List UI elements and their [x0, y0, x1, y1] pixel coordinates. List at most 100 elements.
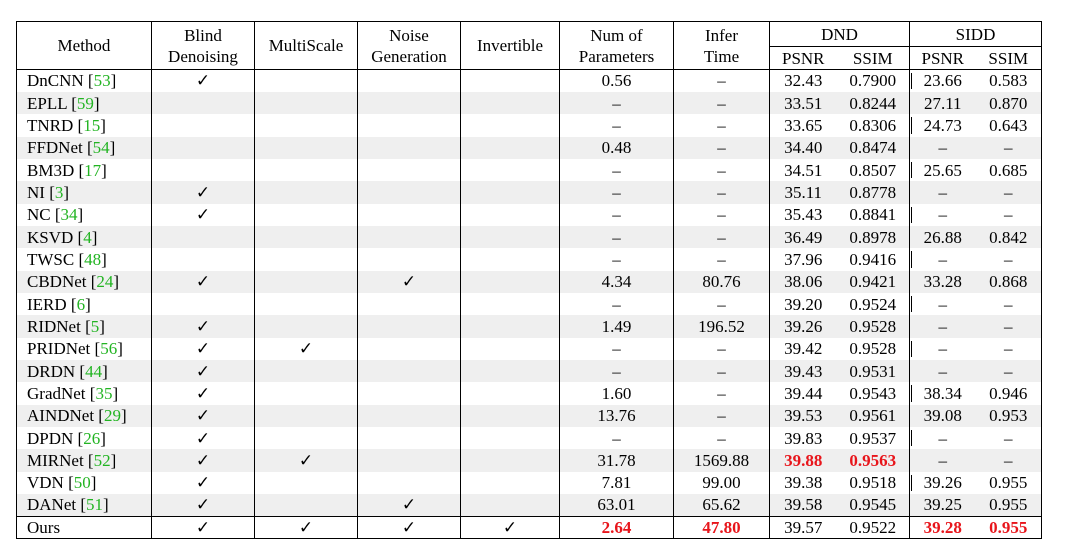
citation-link[interactable]: 3 [54, 182, 64, 202]
citation-link[interactable]: 59 [76, 93, 94, 113]
cell-dnd-psnr: 33.65 [769, 114, 837, 137]
cell-dnd-psnr-value: 39.58 [784, 495, 823, 515]
table-row: FFDNet [54] 0.48 – 34.40 0.8474 – – [16, 136, 1042, 159]
cell-infer-time: 80.76 [673, 270, 770, 293]
citation-link[interactable]: 17 [84, 160, 102, 180]
cell-blind-denoising-value: ✓ [195, 339, 211, 359]
cell-invertible [460, 315, 560, 338]
cell-blind-denoising [151, 248, 255, 271]
cell-noise-generation [357, 471, 461, 495]
cell-invertible [460, 382, 560, 405]
cell-num-params-value: 7.81 [601, 473, 632, 493]
cell-method: Ours [16, 515, 152, 539]
cell-invertible [460, 114, 560, 137]
cell-sidd-psnr-value: 38.34 [923, 383, 962, 403]
method-name: DRDN [27, 361, 76, 381]
citation-link[interactable]: 4 [83, 227, 92, 247]
cell-blind-denoising-value: ✓ [195, 316, 211, 336]
cell-infer-time: – [673, 225, 770, 249]
cell-sidd-psnr-value: 39.08 [923, 406, 962, 426]
cell-dnd-psnr: 34.51 [769, 158, 837, 182]
cell-dnd-ssim-value: 0.8306 [849, 115, 897, 135]
cell-dnd-ssim-value: 0.9528 [849, 339, 897, 359]
cell-multiscale-value: ✓ [298, 518, 314, 538]
citation-link[interactable]: 53 [93, 71, 111, 91]
table-header: Method Blind Denoising MultiScale Noise Ge… [16, 21, 1042, 70]
citation-link[interactable]: 24 [96, 272, 114, 292]
cell-blind-denoising: ✓ [151, 471, 255, 495]
citation-link[interactable]: 52 [93, 451, 111, 471]
cell-num-params: – [559, 158, 674, 182]
cell-sidd-ssim: 0.868 [976, 271, 1042, 293]
cell-sidd-ssim-value: – [1004, 339, 1013, 359]
cell-method: FFDNet [54] [27, 138, 116, 158]
cell-blind-denoising: ✓ [151, 315, 255, 338]
cell-num-params: 0.56 [559, 69, 674, 92]
citation-link[interactable]: 44 [85, 361, 103, 381]
citation-link[interactable]: 29 [103, 406, 121, 426]
cell-dnd-ssim-value: 0.9518 [849, 473, 897, 493]
header-dnd-ssim: SSIM [836, 46, 910, 70]
citation-link[interactable]: 34 [60, 205, 78, 225]
citation-link[interactable]: 48 [84, 249, 102, 269]
cell-sidd-psnr: – [909, 315, 976, 338]
cell-num-params-value: 1.49 [601, 316, 632, 336]
citation-link[interactable]: 26 [83, 428, 101, 448]
table-row: DPDN [26] ✓ – – 39.83 0.9537 – – [16, 427, 1042, 450]
cell-dnd-ssim-value: 0.9563 [849, 451, 897, 471]
cell-sidd-psnr: – [909, 359, 976, 383]
method-name: NC [27, 205, 51, 225]
citation-link[interactable]: 54 [92, 138, 110, 158]
cell-num-params-value: – [612, 339, 621, 359]
cell-dnd-psnr: 39.43 [769, 359, 837, 383]
table-row: DRDN [44] ✓ – – 39.43 0.9531 – – [16, 359, 1042, 383]
cell-infer-time-value: 1569.88 [693, 451, 750, 471]
cell-sidd-psnr-value: 26.88 [923, 227, 962, 247]
cell-num-params: 31.78 [559, 449, 674, 472]
cell-blind-denoising-value: ✓ [195, 272, 211, 292]
cell-blind-denoising: ✓ [151, 203, 255, 226]
cell-dnd-ssim-value: 0.9416 [849, 249, 897, 269]
cell-sidd-psnr: 27.11 [909, 91, 976, 115]
method-name: RIDNet [27, 316, 81, 336]
cell-sidd-psnr: – [909, 292, 976, 316]
cell-sidd-psnr: 23.66 [909, 69, 976, 92]
cell-infer-time: 65.62 [673, 494, 770, 517]
method-name: BM3D [27, 160, 75, 180]
citation-link[interactable]: 6 [76, 294, 86, 314]
cell-method: BM3D [17] [27, 160, 107, 180]
cell-num-params-value: 13.76 [597, 406, 636, 426]
cell-num-params-value: – [612, 428, 621, 448]
citation-link[interactable]: 56 [100, 339, 118, 359]
citation-link[interactable]: 15 [83, 115, 101, 135]
cell-invertible [460, 292, 560, 316]
cell-sidd-ssim-value: – [1004, 182, 1013, 202]
cell-infer-time-value: – [717, 93, 726, 113]
cell-sidd-ssim-value: – [1004, 451, 1013, 471]
citation-link[interactable]: 35 [95, 383, 113, 403]
cell-blind-denoising [151, 225, 255, 249]
cell-blind-denoising: ✓ [151, 69, 255, 92]
cell-infer-time: – [673, 337, 770, 360]
cell-multiscale [254, 359, 358, 383]
table-row: EPLL [59] – – 33.51 0.8244 27.11 0.870 [16, 91, 1042, 115]
cell-sidd-ssim: 0.955 [976, 494, 1042, 516]
cell-dnd-psnr: 39.20 [769, 292, 837, 316]
citation-link[interactable]: 5 [90, 316, 100, 336]
table-row: NC [34] ✓ – – 35.43 0.8841 – – [16, 203, 1042, 226]
method-name: DANet [27, 495, 77, 515]
cell-dnd-ssim: 0.9543 [837, 382, 910, 404]
header-params-line2: Parameters [578, 46, 655, 66]
cell-dnd-psnr: 39.58 [769, 494, 837, 517]
results-table: Method Blind Denoising MultiScale Noise Ge… [16, 21, 1043, 540]
cell-multiscale [254, 114, 358, 137]
cell-noise-generation [357, 427, 461, 450]
cell-dnd-psnr-value: 39.42 [784, 339, 823, 359]
cell-sidd-psnr: 38.34 [909, 382, 976, 405]
citation-link[interactable]: 51 [86, 495, 104, 515]
citation-link[interactable]: 50 [73, 473, 91, 493]
cell-multiscale [254, 382, 358, 405]
cell-infer-time-value: – [717, 339, 726, 359]
cell-dnd-psnr: 37.96 [769, 248, 837, 271]
cell-multiscale [254, 91, 358, 115]
